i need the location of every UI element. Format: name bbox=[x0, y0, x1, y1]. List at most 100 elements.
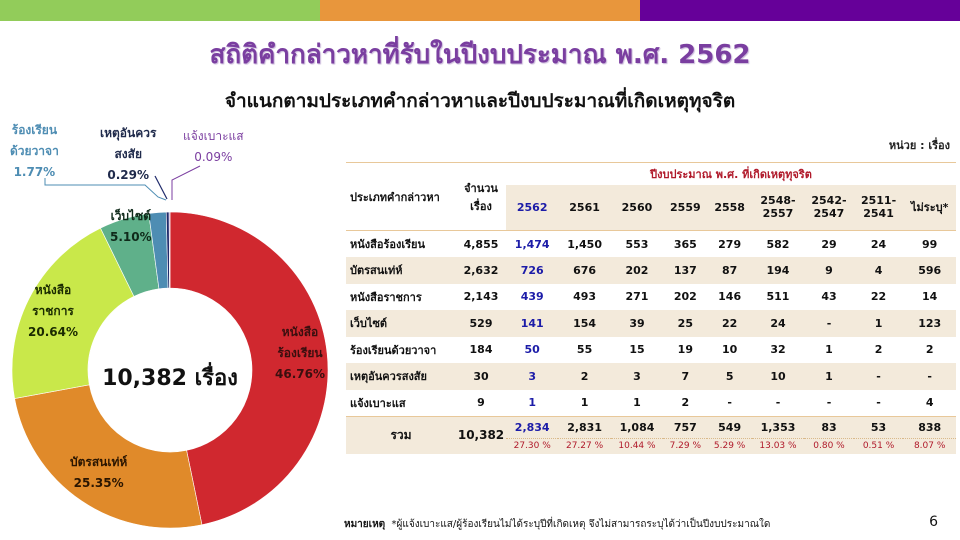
cell-value: 2,143 bbox=[463, 290, 499, 304]
cell-value: 123 bbox=[918, 316, 942, 330]
cell-value: 2,632 bbox=[463, 263, 499, 277]
cell-value: - bbox=[826, 316, 832, 330]
note-label: หมายเหตุ bbox=[344, 519, 386, 530]
cell-value: 3 bbox=[528, 369, 537, 383]
cell-value: 511 bbox=[766, 290, 790, 304]
total-value: 1,084 bbox=[610, 416, 664, 439]
label-pct: 25.35% bbox=[73, 476, 124, 490]
label-pct: 20.64% bbox=[28, 325, 78, 339]
cell-value: 1 bbox=[528, 396, 537, 409]
cell-value: 439 bbox=[520, 290, 544, 304]
top-color-bar bbox=[0, 0, 960, 21]
note-text: *ผู้แจ้งเบาะแส/ผู้ร้องเรียนไม่ได้ระบุปีท… bbox=[391, 519, 771, 530]
donut-center-total: 10,382 เรื่อง bbox=[102, 366, 238, 391]
cell-value: 202 bbox=[625, 263, 649, 277]
cell-value: 4 bbox=[925, 396, 934, 409]
label-official: หนังสือ ราชการ 20.64% bbox=[28, 280, 78, 343]
donut-slice bbox=[169, 211, 329, 526]
row-type: บัตรสนเท่ห์ bbox=[350, 264, 403, 278]
donut-chart: หนังสือ ร้องเรียน 46.76% บัตรสนเท่ห์ 25.… bbox=[0, 110, 340, 540]
page-subtitle: จำแนกตามประเภทคำกล่าวหาและปีงบประมาณที่เ… bbox=[224, 90, 736, 112]
cell-value: 4 bbox=[874, 263, 883, 277]
year-header: 2548- 2557 bbox=[760, 194, 796, 221]
cell-value: 1 bbox=[633, 396, 641, 409]
cell-value: 1 bbox=[580, 396, 589, 409]
unit-label: หน่วย : เรื่อง bbox=[888, 139, 950, 152]
label-text: บัตรสนเท่ห์ bbox=[70, 455, 128, 469]
table-row: หนังสือราชการ 2,143 439 493 271 202 146 511 43 22… bbox=[346, 284, 956, 311]
cell-value: 10 bbox=[770, 369, 786, 383]
cell-value: 25 bbox=[677, 316, 693, 330]
label-pct: 46.76% bbox=[275, 367, 325, 381]
cell-value: 7 bbox=[681, 369, 690, 383]
donut-slice bbox=[14, 384, 203, 529]
page-title: สถิติคำกล่าวหาที่รับในปีงบประมาณ พ.ศ. 25… bbox=[209, 40, 751, 70]
table-row: บัตรสนเท่ห์ 2,632 726 676 202 137 87 194 9 4 596 bbox=[346, 257, 956, 284]
label-website: เว็บไซต์ 5.10% bbox=[110, 206, 152, 248]
percent-value: 0.80 % bbox=[813, 441, 845, 452]
label-pct: 0.29% bbox=[107, 168, 150, 182]
row-type: ร้องเรียนด้วยวาจา bbox=[350, 343, 437, 357]
year-header: 2558 bbox=[714, 200, 745, 214]
cell-value: 1 bbox=[874, 316, 883, 330]
cell-value: 39 bbox=[629, 316, 645, 330]
cell-value: 50 bbox=[524, 343, 540, 357]
cell-value: 3 bbox=[633, 369, 641, 383]
bar-green bbox=[0, 0, 320, 21]
label-text: ร้องเรียน bbox=[11, 123, 58, 137]
label-text: ราชการ bbox=[32, 304, 74, 318]
donut-slice bbox=[11, 227, 135, 399]
table-row: เหตุอันควรสงสัย 30 3 2 3 7 5 10 1 - - bbox=[346, 363, 956, 390]
cell-value: 1,450 bbox=[567, 237, 602, 251]
cell-value: 87 bbox=[721, 263, 738, 277]
year-header: 2511- 2541 bbox=[860, 194, 897, 221]
cell-value: 43 bbox=[821, 290, 837, 304]
cell-value: 271 bbox=[625, 290, 649, 304]
cell-value: - bbox=[727, 396, 732, 409]
footnote: หมายเหตุ *ผู้แจ้งเบาะแส/ผู้ร้องเรียนไม่ไ… bbox=[344, 517, 770, 532]
label-whistle: แจ้งเบาะแส 0.09% bbox=[183, 126, 244, 168]
cell-value: 676 bbox=[573, 263, 597, 277]
cell-value: 30 bbox=[473, 369, 489, 383]
cell-value: 55 bbox=[576, 343, 593, 357]
table-body: หนังสือร้องเรียน 4,855 1,474 1,450 553 365 279… bbox=[346, 231, 956, 454]
total-row: รวม 10,382 2,834 2,831 1,084 757 549 1,353 83 53 8… bbox=[346, 416, 956, 442]
complaints-table: ประเภทคำกล่าวหา จำนวน เรื่อง ปีงบประมาณ … bbox=[346, 162, 956, 454]
cell-value: 141 bbox=[520, 316, 544, 330]
percent-value: 5.29 % bbox=[713, 441, 746, 452]
total-value: 549 bbox=[707, 416, 752, 439]
bar-purple bbox=[640, 0, 960, 21]
cell-value: 202 bbox=[673, 290, 697, 304]
label-text: เว็บไซต์ bbox=[110, 209, 152, 223]
col-type: ประเภทคำกล่าวหา bbox=[350, 190, 440, 204]
cell-value: 2 bbox=[681, 396, 690, 409]
year-header: 2561 bbox=[569, 200, 600, 214]
row-type: หนังสือร้องเรียน bbox=[350, 238, 425, 251]
row-type: แจ้งเบาะแส bbox=[350, 396, 406, 410]
cell-value: 4,855 bbox=[463, 237, 499, 251]
year-header: 2559 bbox=[670, 200, 701, 214]
donut-svg bbox=[11, 165, 329, 529]
total-value: 838 bbox=[903, 416, 956, 439]
cell-value: 154 bbox=[573, 316, 597, 330]
percent-value: 27.30 % bbox=[513, 441, 551, 452]
table-row: ร้องเรียนด้วยวาจา 184 50 55 15 19 10 32 1 2 2 bbox=[346, 337, 956, 364]
total-value: 10,382 bbox=[457, 428, 505, 443]
label-text: สงสัย bbox=[114, 147, 142, 161]
col-count: จำนวน เรื่อง bbox=[456, 163, 506, 231]
cell-value: 19 bbox=[677, 343, 693, 357]
total-value: 2,831 bbox=[558, 416, 611, 439]
cell-value: 9 bbox=[477, 396, 485, 409]
label-verbal: ร้องเรียน ด้วยวาจา 1.77% bbox=[10, 120, 59, 183]
year-header: 2542- 2547 bbox=[811, 194, 847, 221]
group-header: ปีงบประมาณ พ.ศ. ที่เกิดเหตุทุจริต bbox=[650, 167, 812, 181]
total-value: 1,353 bbox=[751, 416, 805, 439]
bar-orange bbox=[320, 0, 640, 21]
cell-value: 279 bbox=[718, 237, 742, 251]
year-header: 2562 bbox=[516, 200, 548, 214]
total-value: 53 bbox=[853, 416, 904, 439]
cell-value: - bbox=[826, 396, 832, 409]
row-type: เหตุอันควรสงสัย bbox=[350, 370, 427, 384]
cell-value: 24 bbox=[870, 237, 887, 251]
percent-value: 27.27 % bbox=[565, 441, 604, 452]
